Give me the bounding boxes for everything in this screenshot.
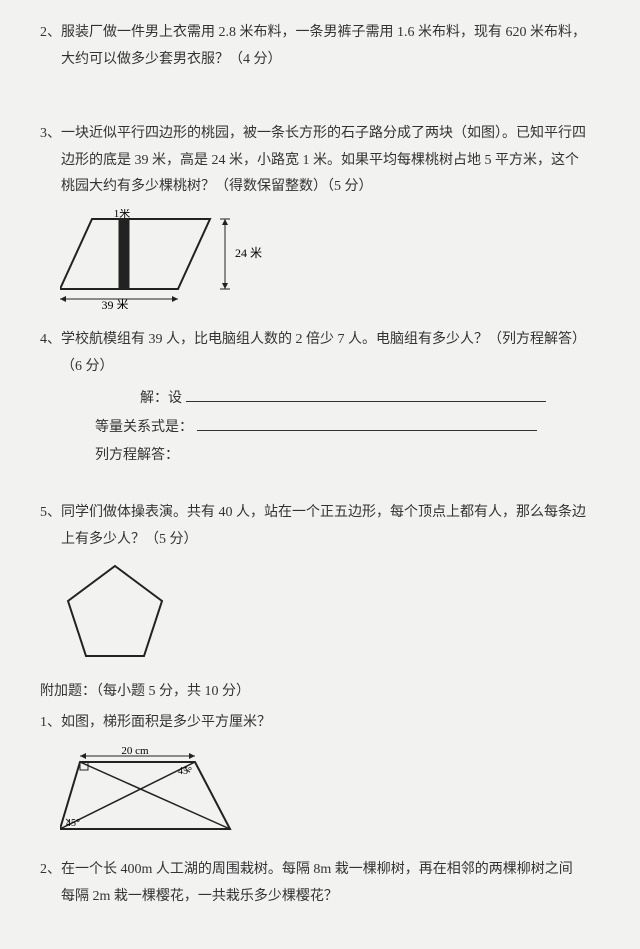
b2-line2: 每隔 2m 栽一棵樱花，一共栽乐多少棵樱花？: [40, 884, 610, 911]
q5-diagram: [40, 561, 610, 661]
question-5: 5、同学们做体操表演。共有 40 人，站在一个正五边形，每个顶点上都有人，那么每…: [40, 500, 610, 661]
question-4: 4、学校航模组有 39 人，比电脑组人数的 2 倍少 7 人。电脑组有多少人？（…: [40, 327, 610, 470]
q2-line1: 2、服装厂做一件男上衣需用 2.8 米布料，一条男裤子需用 1.6 米布料，现有…: [40, 20, 610, 47]
b1-diagram: 20 cm 45° 45°: [40, 744, 610, 839]
q3-num: 3、: [40, 126, 61, 141]
q4-answer-jie: 解：设: [40, 386, 610, 413]
parallelogram-diagram: 1米 24 米 39 米: [60, 209, 280, 309]
question-2: 2、服装厂做一件男上衣需用 2.8 米布料，一条男裤子需用 1.6 米布料，现有…: [40, 20, 610, 73]
q2-line2: 大约可以做多少套男衣服？（4 分）: [40, 47, 610, 74]
q3-line3: 桃园大约有多少棵桃树？（得数保留整数）（5 分）: [40, 174, 610, 201]
b2-text1: 在一个长 400m 人工湖的周围栽树。每隔 8m 栽一棵柳树，再在相邻的两棵柳树…: [61, 862, 573, 877]
q3-text1: 一块近似平行四边形的桃园，被一条长方形的石子路分成了两块（如图）。已知平行四: [61, 126, 586, 141]
q5-line2: 上有多少人？（5 分）: [40, 527, 610, 554]
bonus-header: 附加题：（每小题 5 分，共 10 分）: [40, 679, 610, 706]
b1-angle2: 45°: [66, 818, 80, 829]
q3-top-label: 1米: [114, 209, 131, 220]
q5-text1: 同学们做体操表演。共有 40 人，站在一个正五边形，每个顶点上都有人，那么每条边: [61, 505, 586, 520]
q4-label-eq: 列方程解答：: [95, 448, 179, 463]
b2-line1: 2、在一个长 400m 人工湖的周围栽树。每隔 8m 栽一棵柳树，再在相邻的两棵…: [40, 857, 610, 884]
q4-label-rel: 等量关系式是：: [95, 420, 193, 435]
q3-height-label: 24 米: [235, 246, 262, 260]
q4-line1: 4、学校航模组有 39 人，比电脑组人数的 2 倍少 7 人。电脑组有多少人？（…: [40, 327, 610, 354]
b1-top-label: 20 cm: [121, 745, 149, 757]
b2-num: 2、: [40, 862, 61, 877]
spacer: [40, 91, 610, 121]
q4-line2: （6 分）: [40, 354, 610, 381]
q4-label-jie: 解：设: [140, 391, 182, 406]
exam-page: 2、服装厂做一件男上衣需用 2.8 米布料，一条男裤子需用 1.6 米布料，现有…: [0, 0, 640, 949]
q5-num: 5、: [40, 505, 61, 520]
b1-line: 1、如图，梯形面积是多少平方厘米？: [40, 710, 610, 737]
question-3: 3、一块近似平行四边形的桃园，被一条长方形的石子路分成了两块（如图）。已知平行四…: [40, 121, 610, 309]
q3-line1: 3、一块近似平行四边形的桃园，被一条长方形的石子路分成了两块（如图）。已知平行四: [40, 121, 610, 148]
q4-answer-eq: 列方程解答：: [40, 443, 610, 470]
spacer: [40, 488, 610, 500]
q5-line1: 5、同学们做体操表演。共有 40 人，站在一个正五边形，每个顶点上都有人，那么每…: [40, 500, 610, 527]
q2-text1: 服装厂做一件男上衣需用 2.8 米布料，一条男裤子需用 1.6 米布料，现有 6…: [61, 25, 586, 40]
bonus-section: 附加题：（每小题 5 分，共 10 分） 1、如图，梯形面积是多少平方厘米？ 2…: [40, 679, 610, 910]
b1-num: 1、: [40, 715, 61, 730]
q4-answer-rel: 等量关系式是：: [40, 415, 610, 442]
bonus-2: 2、在一个长 400m 人工湖的周围栽树。每隔 8m 栽一棵柳树，再在相邻的两棵…: [40, 857, 610, 910]
q4-num: 4、: [40, 332, 61, 347]
q3-base-label: 39 米: [101, 298, 128, 309]
pentagon-diagram: [60, 561, 170, 661]
blank-line: [186, 387, 546, 402]
bonus-1: 1、如图，梯形面积是多少平方厘米？ 20 cm 45° 45°: [40, 710, 610, 840]
q4-text1: 学校航模组有 39 人，比电脑组人数的 2 倍少 7 人。电脑组有多少人？（列方…: [61, 332, 586, 347]
q2-num: 2、: [40, 25, 61, 40]
b1-text: 如图，梯形面积是多少平方厘米？: [61, 715, 271, 730]
trapezoid-diagram: 20 cm 45° 45°: [60, 744, 240, 839]
q3-line2: 边形的底是 39 米，高是 24 米，小路宽 1 米。如果平均每棵桃树占地 5 …: [40, 148, 610, 175]
blank-line: [197, 416, 537, 431]
q3-diagram: 1米 24 米 39 米: [40, 209, 610, 309]
